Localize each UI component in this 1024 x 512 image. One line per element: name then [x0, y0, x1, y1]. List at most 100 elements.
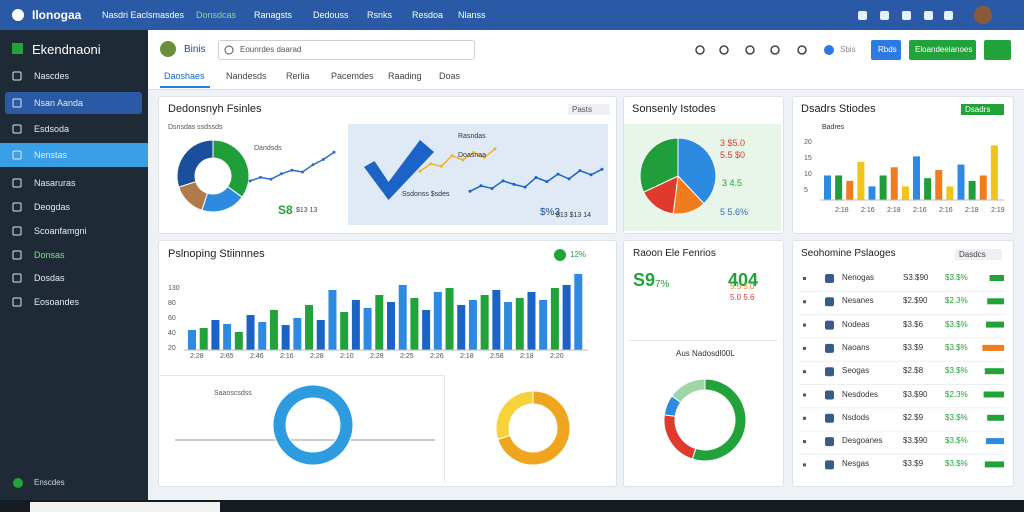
button[interactable]	[871, 40, 901, 60]
x-tick-label: 2:58	[490, 353, 504, 360]
y-tick-label: 40	[168, 330, 176, 337]
sidebar-active[interactable]	[5, 92, 142, 114]
y-tick-label: 20	[804, 139, 812, 146]
sidebar-item[interactable]: Nenstas	[34, 150, 68, 160]
dropdown[interactable]: Pasts	[568, 104, 611, 115]
row-bullet	[803, 370, 806, 374]
line-point	[248, 179, 252, 183]
sidebar-item[interactable]: Nsan Aanda	[34, 98, 84, 108]
bar	[246, 315, 255, 350]
bar	[281, 325, 290, 350]
line-point	[259, 175, 262, 179]
y-tick-label: 10	[804, 171, 812, 178]
sidebar-item[interactable]: Esdsoda	[34, 124, 70, 134]
bar	[269, 310, 278, 350]
taskbar	[0, 500, 1024, 512]
row-name: Nenogas	[842, 273, 875, 282]
line-point	[468, 189, 472, 193]
x-tick-label: 2:19	[991, 207, 1005, 214]
row-value: $2.$9	[903, 412, 924, 422]
stat: 5.5 5.0	[730, 282, 755, 291]
sub-panel	[160, 375, 445, 483]
avatar[interactable]	[974, 6, 992, 24]
search-box[interactable]	[218, 40, 475, 60]
slice	[497, 390, 571, 466]
panel-label: $%3	[540, 207, 561, 218]
menu-item[interactable]: Nlanss	[458, 10, 486, 20]
row-name: Nesgas	[842, 459, 870, 469]
button-label[interactable]: Eloandeelanoes	[915, 45, 973, 54]
button[interactable]	[984, 40, 1011, 60]
row-pct: $3.$%	[945, 319, 968, 329]
line-point	[479, 184, 483, 188]
sidebar-item[interactable]: Deogdas	[34, 202, 71, 212]
tab[interactable]: Pacemdes	[331, 71, 374, 81]
taskbar-search[interactable]	[30, 502, 220, 512]
sidebar-item[interactable]: Nascdes	[34, 71, 70, 81]
row-name: Naoans	[842, 342, 870, 352]
summary-label: 3 4.5	[722, 178, 743, 188]
tab[interactable]: Nandesds	[226, 71, 267, 81]
line-point	[490, 187, 494, 190]
bar	[846, 180, 854, 200]
top-icon	[902, 11, 911, 20]
bar	[979, 175, 987, 200]
sidebar-item[interactable]: Eosoandes	[34, 297, 80, 307]
tab[interactable]: Raading	[388, 71, 422, 81]
bar	[351, 300, 360, 350]
tool-icon	[770, 45, 780, 55]
y-tick-label: 80	[168, 300, 176, 307]
row-value: $2.$8	[903, 366, 924, 376]
menu-item[interactable]: Ranagsts	[254, 10, 293, 20]
dropdown[interactable]: Dsadrs	[961, 104, 1005, 115]
menu-item[interactable]: Nasdri Eaclsmasdes	[102, 10, 185, 20]
badge[interactable]: 12%	[570, 250, 587, 259]
big-stat: 404	[728, 270, 759, 290]
line	[249, 151, 335, 182]
sidebar-item[interactable]: Nasaruras	[34, 178, 76, 188]
x-tick-label: 2:18	[460, 353, 474, 360]
x-tick-label: 2:20	[550, 353, 564, 360]
button[interactable]	[909, 40, 976, 60]
top-bar	[0, 0, 1024, 30]
line-point	[578, 169, 582, 173]
menu-item[interactable]: Resdoa	[412, 10, 444, 20]
row-bullet	[803, 323, 806, 327]
row-name: Nodeas	[842, 319, 870, 329]
bar	[527, 292, 536, 350]
sidebar-item[interactable]: Scoanfamgni	[34, 226, 87, 236]
x-tick-label: 2:28	[190, 353, 204, 360]
x-tick-label: 2:25	[400, 353, 414, 360]
tool-icon	[695, 45, 705, 55]
sidebar-item[interactable]: Dosdas	[34, 273, 65, 283]
stat: 5.0 5.6	[730, 293, 755, 302]
menu-item[interactable]: Dedouss	[313, 10, 349, 20]
tab[interactable]: Doas	[439, 71, 461, 81]
line-point	[301, 170, 304, 174]
bar	[410, 298, 419, 350]
brand: Ilonogaa	[32, 8, 82, 22]
menu-item[interactable]: Rsnks	[367, 10, 393, 20]
tab[interactable]: Daoshaes	[164, 71, 205, 81]
bar	[550, 288, 559, 350]
menu-item[interactable]: Donsdcas	[196, 10, 237, 20]
x-tick-label: 2:28	[370, 353, 384, 360]
row-bar	[984, 461, 1004, 468]
dropdown[interactable]: Dasdcs	[955, 249, 1002, 260]
sidebar-highlight[interactable]	[0, 143, 148, 167]
tab[interactable]: Rerlia	[286, 71, 310, 81]
sidebar-icon	[12, 98, 22, 108]
row-bullet	[803, 416, 806, 420]
status-card	[792, 96, 1014, 234]
sidebar-item[interactable]: Donsas	[34, 250, 65, 260]
row-icon	[825, 437, 834, 447]
line-point	[545, 180, 549, 184]
line-point	[418, 169, 422, 173]
top-icon	[924, 11, 933, 20]
x-tick-label: 2:10	[340, 353, 354, 360]
bar	[258, 322, 267, 350]
stat: S8	[278, 203, 293, 217]
button-label[interactable]: Rbds	[878, 45, 897, 54]
line-point	[322, 157, 325, 161]
